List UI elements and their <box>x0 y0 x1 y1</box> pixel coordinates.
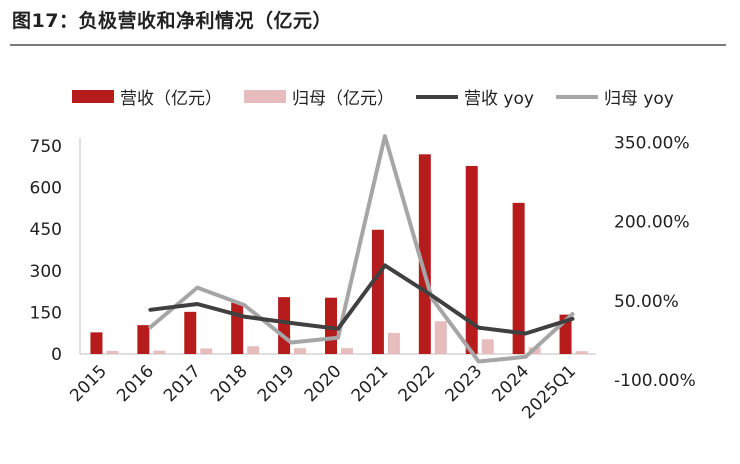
left-axis-tick-label: 300 <box>30 262 62 282</box>
bar-revenue <box>371 229 384 354</box>
figure-title: 图17：负极营收和净利情况（亿元） <box>12 10 332 32</box>
left-axis-tick-label: 750 <box>30 137 62 157</box>
left-axis-tick-label: 150 <box>30 303 62 323</box>
legend-item-revenue: 营收（亿元） <box>72 84 222 109</box>
line-profit-yoy <box>148 134 575 364</box>
x-axis-tick-label: 2021 <box>348 361 393 406</box>
left-axis-tick-label: 600 <box>30 179 62 199</box>
bar-profit <box>387 332 400 354</box>
x-axis-tick-label: 2020 <box>301 361 346 406</box>
bar-profit <box>247 346 260 354</box>
x-axis-tick-label: 2024 <box>488 361 533 406</box>
x-axis-tick-label: 2022 <box>395 361 440 406</box>
x-axis-tick-label: 2018 <box>207 361 252 406</box>
legend-item-profit-yoy: 归母 yoy <box>555 84 674 109</box>
bar-profit <box>153 350 166 354</box>
left-axis-tick-label: 0 <box>51 345 62 365</box>
x-axis-tick-label: 2019 <box>254 361 299 406</box>
bar-profit <box>575 351 588 354</box>
bar-revenue <box>278 297 291 354</box>
legend-swatch-revenue-yoy <box>416 94 458 99</box>
legend-label-profit-yoy: 归母 yoy <box>603 89 674 109</box>
legend-swatch-profit-yoy <box>555 94 598 99</box>
right-axis-tick-label: 350.00% <box>614 133 690 153</box>
title-divider <box>10 44 726 46</box>
right-axis-tick-label: 200.00% <box>614 213 690 233</box>
legend-item-profit: 归母（亿元） <box>244 84 394 109</box>
bar-profit <box>294 348 307 354</box>
x-axis-tick-label: 2017 <box>160 361 205 406</box>
legend-swatch-revenue <box>72 90 114 103</box>
bar-revenue <box>418 154 431 354</box>
bar-profit <box>434 321 447 354</box>
bar-revenue <box>465 165 478 354</box>
bar-revenue <box>512 202 525 354</box>
x-axis-tick-label: 2015 <box>66 361 111 406</box>
bar-revenue <box>90 332 103 354</box>
bar-profit <box>106 350 119 354</box>
legend-swatch-profit <box>244 90 286 103</box>
right-axis-tick-label: -100.00% <box>614 371 696 391</box>
bar-revenue <box>184 311 197 354</box>
left-axis-tick-label: 450 <box>30 220 62 240</box>
x-axis-tick-label: 2016 <box>113 361 158 406</box>
chart-legend: 营收（亿元） 归母（亿元） 营收 yoy 归母 yoy <box>72 84 696 109</box>
bar-revenue <box>231 302 244 354</box>
bar-profit <box>200 348 213 354</box>
legend-label-profit: 归母（亿元） <box>292 89 394 109</box>
legend-label-revenue-yoy: 营收 yoy <box>464 89 534 109</box>
right-axis-tick-label: 50.00% <box>614 292 679 312</box>
x-axis-tick-label: 2023 <box>442 361 487 406</box>
bar-profit <box>341 348 353 354</box>
legend-item-revenue-yoy: 营收 yoy <box>416 84 534 109</box>
line-revenue-yoy <box>148 263 575 336</box>
bar-revenue <box>137 325 150 354</box>
legend-label-revenue: 营收（亿元） <box>120 89 222 109</box>
bar-profit <box>481 339 494 354</box>
